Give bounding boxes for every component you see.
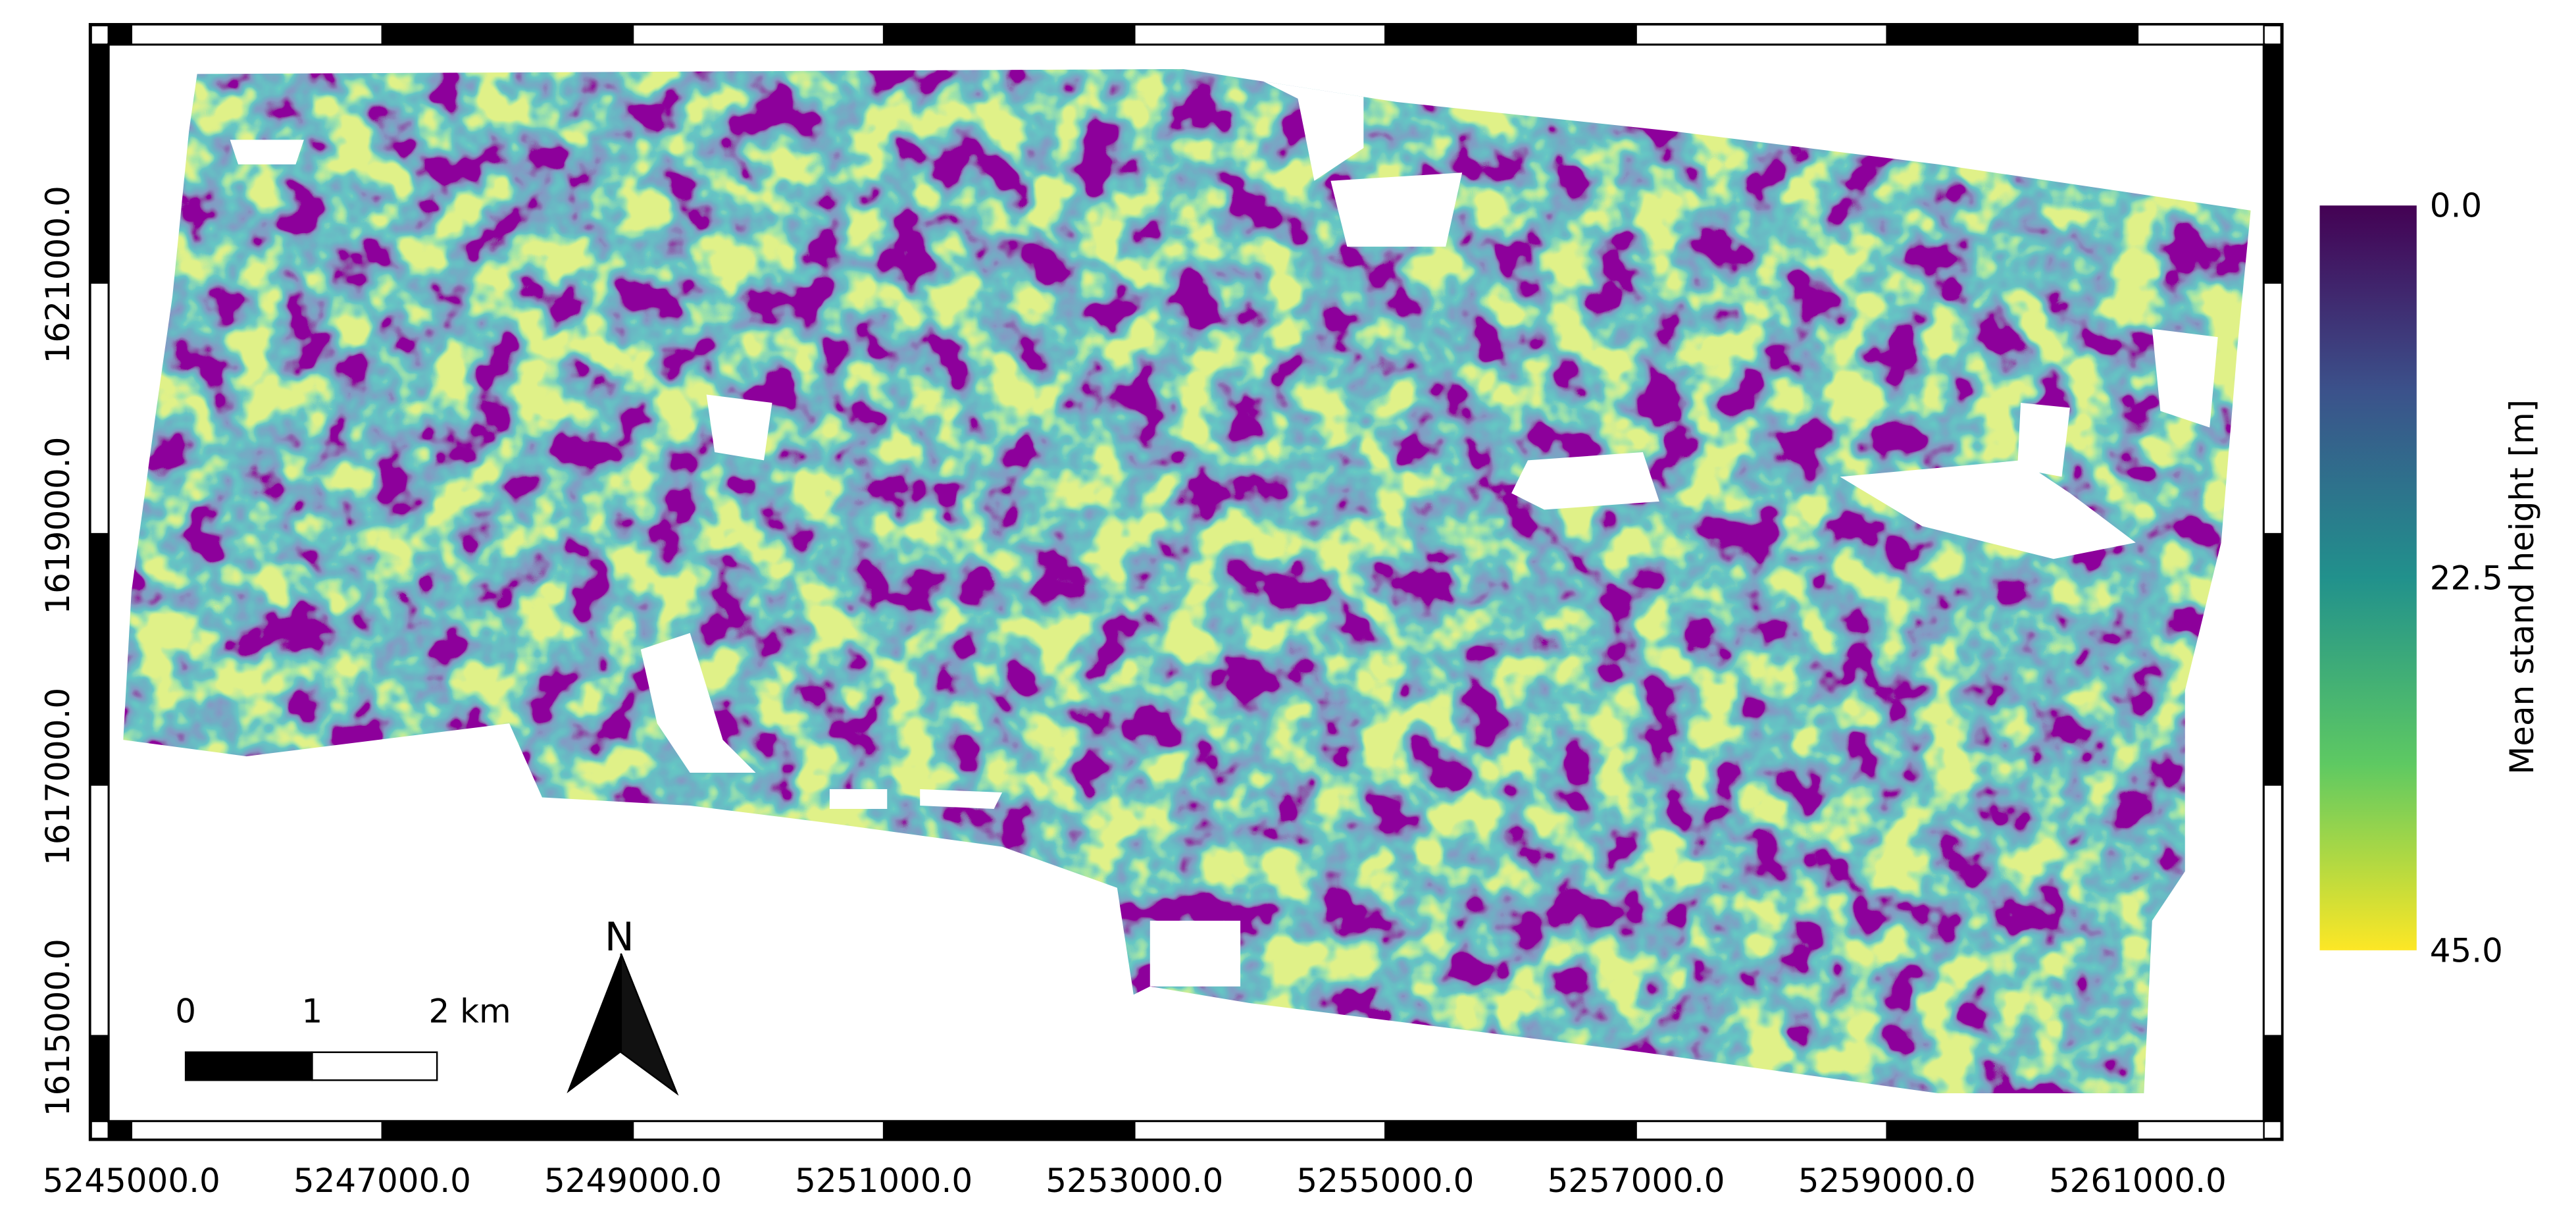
frame-segment — [1134, 1120, 1386, 1141]
frame-segment — [2263, 43, 2283, 284]
no-data-holes — [230, 74, 2218, 987]
frame-segment — [1886, 24, 2139, 45]
scale-label: 2 km — [428, 993, 511, 1031]
hole — [640, 633, 756, 773]
frame-segment — [632, 1120, 885, 1141]
frame-segment — [2263, 784, 2283, 1037]
frame-segment — [2263, 282, 2283, 535]
scale-label: 0 — [175, 993, 196, 1031]
frame-segment — [89, 784, 110, 1037]
hole — [1149, 920, 1241, 987]
frame-segment — [1635, 24, 1888, 45]
frame-segment — [882, 1120, 1136, 1141]
x-coordinate-label: 5253000.0 — [1046, 1162, 1223, 1200]
frame-segment — [381, 1120, 634, 1141]
frame-segment — [89, 532, 110, 786]
frame-segment — [882, 24, 1136, 45]
hole — [920, 789, 1003, 810]
frame-segment — [2136, 24, 2265, 45]
hole — [829, 789, 888, 810]
hole — [230, 140, 304, 165]
frame-segment — [89, 43, 110, 284]
y-coordinate-label: 1617000.0 — [39, 688, 77, 866]
x-coordinate-label: 5257000.0 — [1548, 1162, 1725, 1200]
frame-segment — [130, 24, 384, 45]
hole — [706, 394, 772, 461]
frame-segment — [89, 282, 110, 535]
hole — [1511, 452, 1659, 510]
frame-segment — [2263, 1035, 2283, 1122]
legend-tick-label: 45.0 — [2430, 931, 2503, 969]
frame-segment — [89, 1035, 110, 1122]
frame-segment — [1384, 1120, 1637, 1141]
scale-segment — [184, 1051, 313, 1081]
map-frame — [88, 22, 2284, 1141]
legend-title: Mean stand height [m] — [2503, 400, 2541, 775]
x-coordinate-label: 5251000.0 — [795, 1162, 972, 1200]
raster — [123, 68, 2251, 1094]
frame-segment — [1134, 24, 1386, 45]
x-coordinate-label: 5259000.0 — [1798, 1162, 1976, 1200]
legend-tick-label: 0.0 — [2430, 187, 2482, 225]
frame-segment — [381, 24, 634, 45]
x-coordinate-label: 5261000.0 — [2049, 1162, 2227, 1200]
hole — [1330, 172, 1463, 247]
x-coordinate-label: 5249000.0 — [544, 1162, 722, 1200]
frame-segment — [2263, 532, 2283, 786]
x-coordinate-label: 5245000.0 — [43, 1162, 220, 1200]
scale-segment — [311, 1051, 438, 1081]
x-coordinate-label: 5255000.0 — [1296, 1162, 1474, 1200]
north-arrow: N — [567, 914, 679, 1096]
hole — [1840, 460, 2136, 559]
frame-segment — [107, 24, 132, 45]
y-coordinate-label: 1615000.0 — [39, 939, 77, 1116]
hole — [1248, 74, 1364, 181]
x-coordinate-label: 5247000.0 — [293, 1162, 471, 1200]
arrow-right — [620, 953, 679, 1096]
scale-bar: 0 1 2 km — [175, 993, 511, 1081]
north-label: N — [605, 914, 634, 960]
frame-segment — [130, 1120, 384, 1141]
y-coordinate-label: 1621000.0 — [39, 186, 77, 363]
y-coordinate-label: 1619000.0 — [39, 437, 77, 615]
legend: Mean stand height [m] — [2319, 205, 2541, 950]
frame-segment — [1384, 24, 1637, 45]
frame-segment — [1635, 1120, 1888, 1141]
arrow-left — [567, 953, 621, 1094]
frame-segment — [107, 1120, 132, 1141]
frame-segment — [1886, 1120, 2139, 1141]
scale-label: 1 — [302, 993, 323, 1031]
hole — [2017, 403, 2070, 477]
frame-segment — [632, 24, 885, 45]
color-bar — [2319, 205, 2417, 950]
legend-tick-label: 22.5 — [2430, 559, 2503, 598]
frame-segment — [2136, 1120, 2265, 1141]
hole — [2152, 328, 2218, 428]
